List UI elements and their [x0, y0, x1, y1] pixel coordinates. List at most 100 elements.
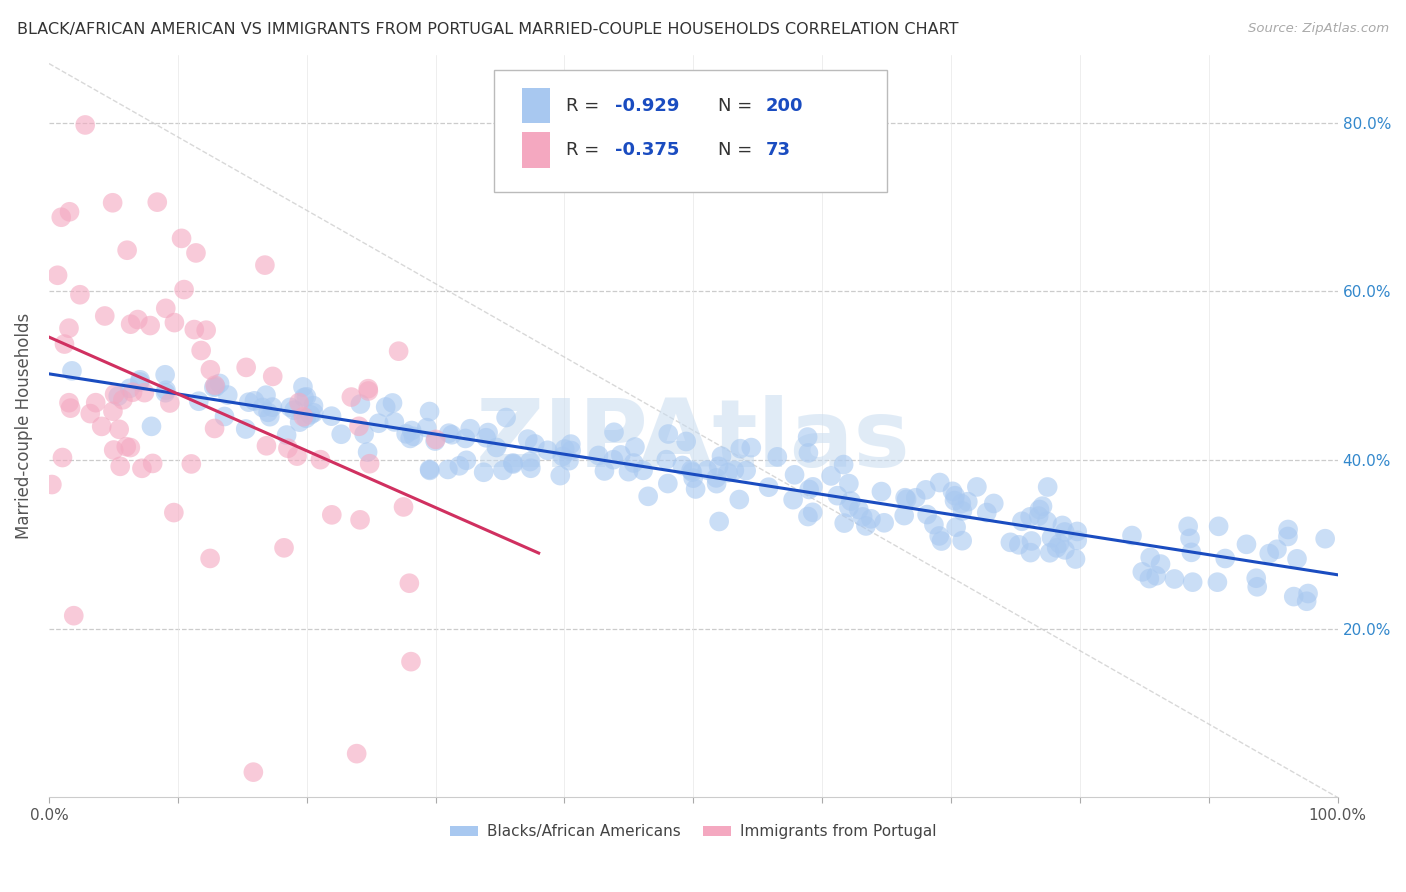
Point — [1028, 502, 1050, 516]
Point — [848, 502, 870, 516]
Point — [155, 383, 177, 397]
Point — [675, 434, 697, 449]
Point — [321, 508, 343, 522]
Point — [121, 385, 143, 400]
Point — [893, 508, 915, 523]
Point — [259, 409, 281, 424]
Point — [502, 456, 524, 470]
Text: N =: N = — [718, 96, 758, 114]
Point — [204, 421, 226, 435]
Point — [242, 765, 264, 780]
Point — [1277, 529, 1299, 543]
Point — [783, 467, 806, 482]
Point — [288, 395, 311, 409]
Point — [827, 489, 849, 503]
Point — [1277, 523, 1299, 537]
Point — [173, 283, 195, 297]
Point — [235, 360, 257, 375]
Point — [402, 429, 425, 443]
Point — [425, 433, 447, 447]
Point — [1149, 557, 1171, 571]
Point — [560, 437, 582, 451]
Point — [520, 461, 543, 475]
Point — [349, 397, 371, 411]
Text: R =: R = — [565, 141, 605, 159]
Point — [1180, 545, 1202, 559]
Point — [423, 434, 446, 448]
Point — [277, 442, 299, 456]
Text: -0.375: -0.375 — [614, 141, 679, 159]
Text: 200: 200 — [765, 96, 803, 114]
Point — [276, 428, 298, 442]
Point — [475, 431, 498, 445]
Point — [437, 426, 460, 441]
Point — [928, 475, 950, 490]
Point — [395, 426, 418, 441]
Point — [593, 464, 616, 478]
Point — [295, 411, 318, 425]
Point — [1181, 575, 1204, 590]
Point — [292, 409, 315, 424]
Point — [349, 513, 371, 527]
Point — [449, 458, 471, 473]
Text: N =: N = — [718, 141, 758, 159]
Point — [681, 465, 703, 479]
Point — [195, 323, 218, 337]
Point — [797, 509, 820, 524]
Point — [1052, 518, 1074, 533]
Point — [1036, 480, 1059, 494]
Point — [710, 449, 733, 463]
Point — [374, 400, 396, 414]
Point — [551, 450, 574, 464]
Point — [302, 406, 325, 420]
Point — [155, 301, 177, 316]
Point — [252, 401, 274, 415]
Point — [1265, 542, 1288, 557]
Point — [896, 492, 918, 507]
Point — [548, 468, 571, 483]
Point — [966, 480, 988, 494]
Point — [399, 655, 422, 669]
Point — [796, 430, 818, 444]
Point — [94, 309, 117, 323]
Text: BLACK/AFRICAN AMERICAN VS IMMIGRANTS FROM PORTUGAL MARRIED-COUPLE HOUSEHOLDS COR: BLACK/AFRICAN AMERICAN VS IMMIGRANTS FRO… — [17, 22, 959, 37]
FancyBboxPatch shape — [494, 70, 887, 193]
Point — [1000, 535, 1022, 549]
Point — [288, 415, 311, 429]
Point — [1066, 524, 1088, 539]
Point — [519, 454, 541, 468]
Point — [983, 496, 1005, 510]
Text: Source: ZipAtlas.com: Source: ZipAtlas.com — [1249, 22, 1389, 36]
Point — [58, 321, 80, 335]
Point — [184, 246, 207, 260]
Point — [155, 385, 177, 400]
Point — [588, 449, 610, 463]
Point — [120, 317, 142, 331]
Point — [1066, 533, 1088, 548]
Point — [392, 500, 415, 514]
Point — [1031, 499, 1053, 513]
Point — [1011, 514, 1033, 528]
Point — [180, 457, 202, 471]
Point — [90, 419, 112, 434]
Point — [299, 408, 322, 422]
Point — [58, 395, 80, 409]
Point — [458, 422, 481, 436]
Point — [183, 322, 205, 336]
Point — [1064, 552, 1087, 566]
Point — [51, 211, 73, 225]
Point — [657, 427, 679, 442]
Point — [134, 385, 156, 400]
Point — [915, 508, 938, 522]
Point — [120, 441, 142, 455]
Point — [107, 389, 129, 403]
Point — [285, 449, 308, 463]
Point — [894, 491, 917, 505]
Point — [1236, 537, 1258, 551]
Point — [159, 396, 181, 410]
Point — [723, 463, 745, 477]
Point — [302, 399, 325, 413]
Point — [1296, 586, 1319, 600]
Point — [243, 393, 266, 408]
Point — [330, 427, 353, 442]
